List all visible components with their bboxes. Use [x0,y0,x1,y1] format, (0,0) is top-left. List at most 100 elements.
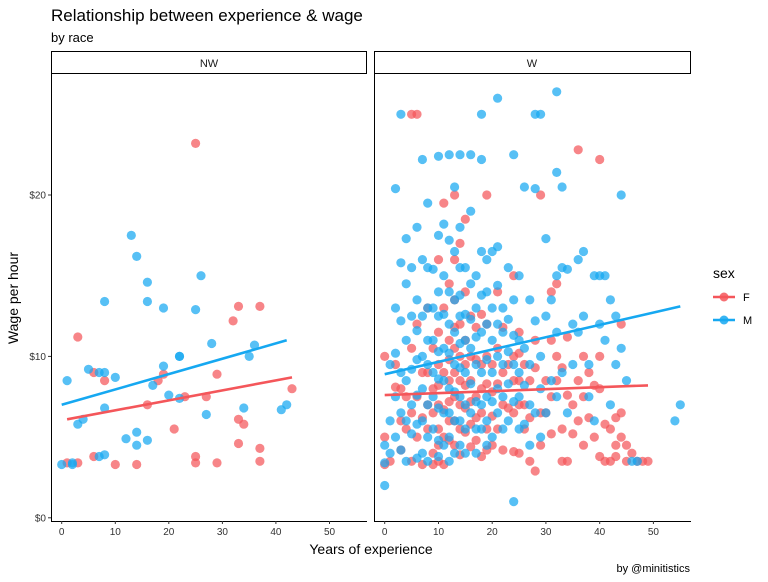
point-nw-f [239,419,249,429]
point-w-m [423,456,433,466]
point-w-m [525,440,535,450]
point-w-m [514,367,524,378]
point-nw-f [191,451,201,462]
point-w-m [525,359,535,370]
point-w-m [514,271,524,281]
point-w-m [444,235,454,245]
point-w-m [401,456,411,466]
point-w-f [444,335,454,345]
facet-panel-left: NW [51,51,367,522]
point-w-f [482,190,492,200]
point-w-m [444,150,454,160]
point-w-m [498,303,508,313]
x-tick-label: 40 [594,527,606,538]
point-w-m [498,327,508,337]
point-w-m [390,432,401,442]
point-w-m [487,335,497,345]
point-nw-m [62,376,72,386]
point-w-m [455,150,465,160]
point-w-m [589,416,599,426]
point-w-m [611,311,621,321]
point-w-m [568,319,578,329]
point-w-f [514,448,524,458]
point-w-m [439,309,449,319]
point-w-m [487,303,497,313]
point-w-m [530,316,540,326]
point-w-m [546,376,556,386]
point-w-m [482,287,492,297]
x-tick-label: 0 [382,527,388,538]
point-w-m [417,154,427,165]
point-w-f [562,456,573,466]
point-w-m [401,234,411,244]
point-w-m [487,397,497,407]
x-tick-label: 30 [540,527,552,538]
point-nw-m [164,390,174,400]
point-w-m [401,376,411,386]
point-w-m [412,326,422,336]
point-w-f [380,351,390,361]
point-w-m [433,230,444,240]
point-nw-m [239,403,249,413]
point-w-m [460,335,470,345]
legend-label-m: M [743,315,752,327]
point-w-m [385,359,395,370]
point-w-m [476,246,487,257]
point-w-m [509,497,519,507]
x-tick-label: 50 [648,527,660,538]
point-nw-m [142,277,152,287]
point-w-m [385,416,395,426]
legend-label-f: F [743,292,750,304]
point-w-m [476,367,487,378]
point-nw-m [83,364,94,374]
point-w-f [380,432,390,442]
point-w-m [541,311,551,321]
point-w-m [396,445,406,455]
point-nw-f [255,443,265,453]
point-w-m [605,400,616,410]
point-w-m [530,408,540,418]
point-w-m [433,287,444,297]
point-w-m [552,392,562,402]
point-w-f [584,367,594,378]
point-w-m [519,182,530,192]
point-nw-f [191,138,201,148]
point-w-m [466,150,476,160]
point-w-m [493,351,503,361]
point-w-m [476,154,487,165]
point-w-m [450,327,460,337]
point-w-f [450,255,460,265]
point-nw-f [255,456,265,466]
point-w-m [455,440,465,450]
point-w-m [482,255,492,265]
point-nw-f [191,458,201,468]
point-nw-f [73,332,83,342]
point-w-f [476,309,487,319]
fit-line-w-m [384,305,681,376]
point-w-f [616,432,626,442]
facet-label-left: NW [200,58,219,70]
point-w-m [444,348,454,358]
facet-panel-right: W [374,51,691,522]
point-w-m [390,184,401,194]
point-w-f [439,367,449,378]
legend-title: sex [713,265,735,281]
point-w-f [530,466,540,476]
point-w-f [573,376,583,386]
point-w-f [498,445,508,455]
point-w-m [476,400,487,410]
point-w-f [466,442,476,452]
point-w-m [423,198,433,208]
point-w-m [557,367,567,378]
point-w-m [423,432,433,442]
point-nw-m [148,380,158,390]
point-w-f [509,408,519,418]
point-w-f [568,429,578,439]
point-w-f [611,440,621,450]
point-w-m [433,451,444,462]
point-w-f [407,408,417,418]
point-w-f [525,456,535,466]
point-nw-m [142,435,152,445]
point-w-m [552,167,562,177]
y-axis-title: Wage per hour [5,252,21,344]
